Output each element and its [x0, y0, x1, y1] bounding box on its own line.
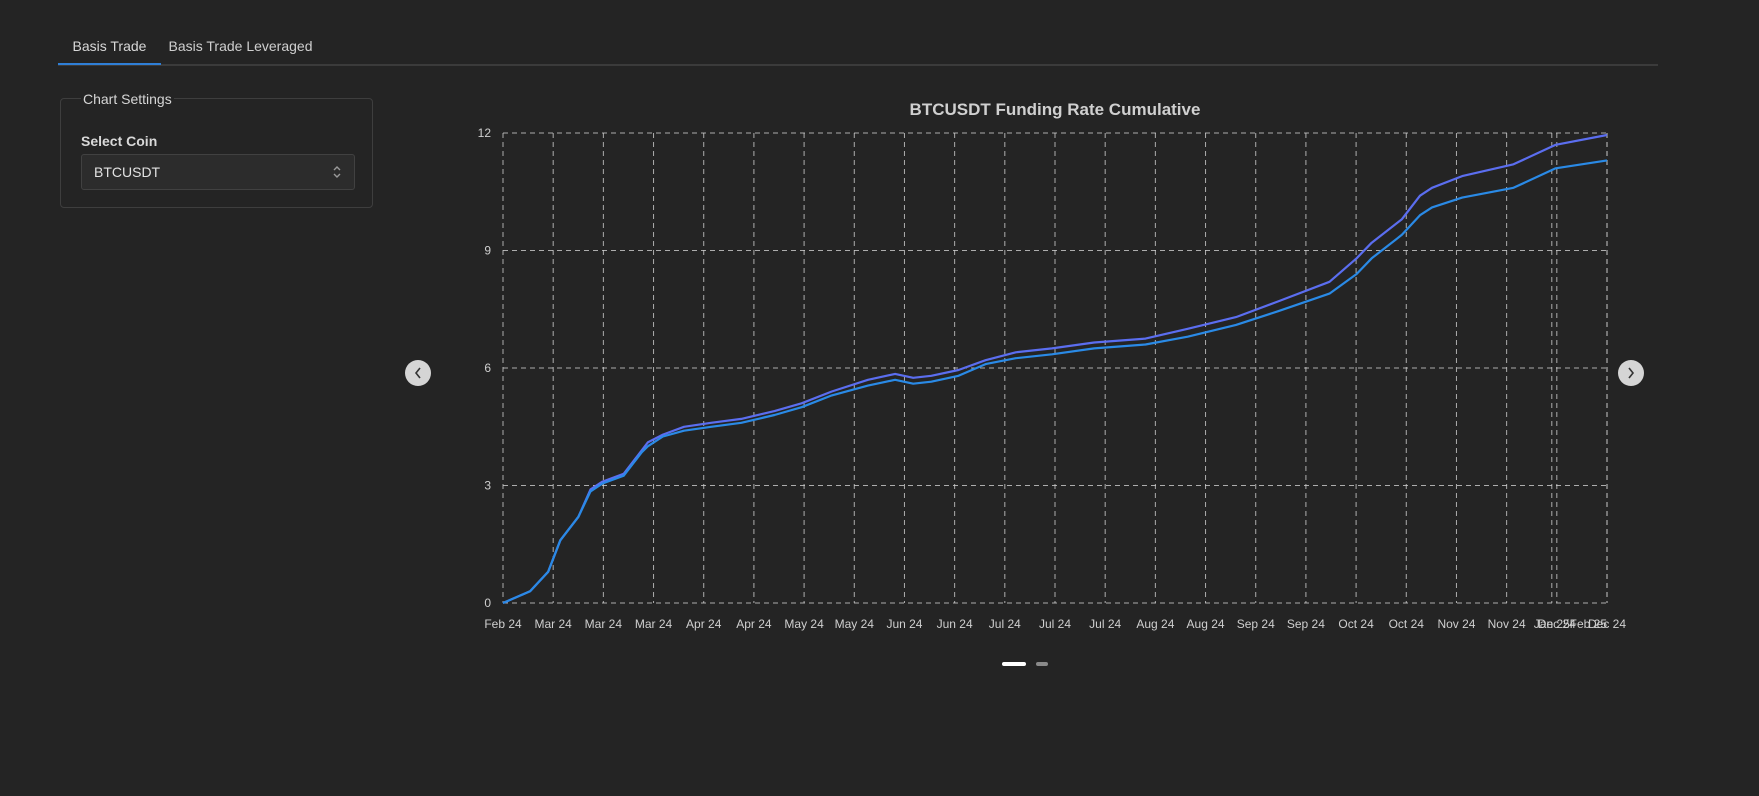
coin-select[interactable]: BTCUSDT: [81, 154, 355, 190]
carousel-indicators: [1002, 662, 1052, 668]
x-tick-label: Apr 24: [686, 617, 722, 631]
chevron-left-icon: [414, 367, 421, 379]
series-line-2: [502, 159, 1608, 605]
x-tick-label: Aug 24: [1136, 617, 1174, 631]
y-tick-label: 9: [484, 244, 491, 258]
x-tick-label: Jul 24: [989, 617, 1021, 631]
chart-container: BTCUSDT Funding Rate Cumulative 0 3 6 9 12 Feb…: [405, 95, 1635, 675]
carousel-indicator-2[interactable]: [1036, 662, 1048, 666]
tab-basis-trade[interactable]: Basis Trade: [58, 28, 161, 65]
x-tick-label: Nov 24: [1437, 617, 1475, 631]
x-tick-label: Feb 25: [1570, 617, 1608, 631]
carousel-next-button[interactable]: [1618, 360, 1644, 386]
x-tick-label: Aug 24: [1187, 617, 1225, 631]
carousel-prev-button[interactable]: [405, 360, 431, 386]
x-tick-label: Mar 24: [585, 617, 623, 631]
x-tick-label: May 24: [784, 617, 824, 631]
funding-rate-chart: BTCUSDT Funding Rate Cumulative 0 3 6 9 12 Feb…: [478, 100, 1627, 631]
chart-settings-legend: Chart Settings: [81, 91, 174, 107]
tab-basis-trade-leveraged[interactable]: Basis Trade Leveraged: [168, 38, 313, 54]
select-coin-label: Select Coin: [81, 133, 158, 149]
chart-title: BTCUSDT Funding Rate Cumulative: [910, 100, 1201, 119]
chart-settings-panel: Chart Settings Select Coin BTCUSDT: [60, 91, 373, 208]
tab-bar: Basis Trade Basis Trade Leveraged: [58, 28, 1658, 66]
carousel-indicator-1[interactable]: [1002, 662, 1026, 666]
x-tick-label: Mar 24: [635, 617, 673, 631]
y-tick-label: 0: [484, 596, 491, 610]
y-tick-label: 12: [478, 126, 492, 140]
x-tick-label: Oct 24: [1338, 617, 1374, 631]
coin-select-value: BTCUSDT: [94, 164, 161, 180]
x-tick-label: Jul 24: [1039, 617, 1071, 631]
x-tick-label: Jun 24: [937, 617, 973, 631]
x-tick-label: Jun 24: [886, 617, 922, 631]
x-tick-label: Sep 24: [1287, 617, 1325, 631]
x-tick-label: May 24: [835, 617, 875, 631]
chevron-updown-icon: [333, 166, 341, 178]
y-tick-label: 6: [484, 361, 491, 375]
x-tick-label: Oct 24: [1389, 617, 1425, 631]
x-tick-label: Dec 24: [1588, 617, 1626, 631]
x-tick-label: Nov 24: [1488, 617, 1526, 631]
series-line-1: [502, 133, 1608, 605]
x-tick-label: Feb 24: [484, 617, 522, 631]
y-tick-label: 3: [484, 479, 491, 493]
x-tick-label: Dec 24: [1538, 617, 1576, 631]
x-tick-label: Jul 24: [1089, 617, 1121, 631]
chevron-right-icon: [1628, 367, 1635, 379]
x-tick-label: Mar 24: [535, 617, 573, 631]
x-tick-label: Jan 25: [1534, 617, 1570, 631]
x-tick-label: Sep 24: [1237, 617, 1275, 631]
x-tick-label: Apr 24: [736, 617, 772, 631]
